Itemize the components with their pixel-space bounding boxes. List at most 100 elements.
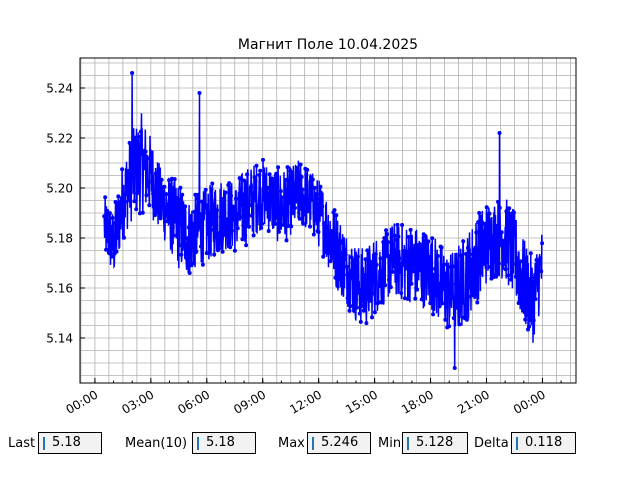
data-point (377, 281, 382, 286)
data-point (528, 251, 533, 256)
data-point (228, 245, 233, 250)
data-point (330, 255, 335, 260)
data-point (444, 304, 449, 309)
data-point (374, 262, 379, 267)
data-point (451, 316, 456, 321)
data-point (164, 192, 169, 197)
data-point (385, 232, 390, 237)
data-point (206, 224, 211, 229)
data-point (404, 250, 409, 255)
data-point (293, 185, 298, 190)
data-point (162, 184, 167, 189)
data-point (253, 179, 258, 183)
data-point (511, 261, 515, 266)
data-point (108, 239, 113, 244)
data-point (203, 187, 208, 192)
data-point (488, 264, 493, 269)
data-point (175, 216, 180, 221)
data-point (115, 201, 120, 206)
data-point (183, 204, 188, 209)
data-point (252, 175, 257, 180)
magnetic-field-chart: Магнит Поле 10.04.2025 5.145.165.185.205… (46, 37, 577, 417)
data-point (173, 204, 178, 209)
data-point (280, 209, 285, 214)
data-point (422, 239, 427, 244)
data-point (530, 299, 535, 303)
data-point (431, 312, 436, 317)
data-point (110, 216, 115, 220)
data-point (534, 258, 539, 262)
data-point (217, 230, 222, 235)
data-point (264, 207, 269, 212)
data-point (490, 234, 495, 239)
text-cursor (197, 437, 199, 450)
text-cursor (312, 437, 314, 450)
data-point (262, 197, 266, 202)
data-point (409, 281, 414, 286)
text-cursor (407, 437, 409, 450)
data-point (396, 234, 401, 239)
data-point (172, 177, 177, 182)
y-axis: 5.14 5.16 5.18 5.20 5.22 5.24 (46, 82, 85, 346)
data-point (401, 259, 406, 264)
x-tick-label: 21:00 (455, 387, 492, 416)
data-point (424, 263, 429, 268)
data-point (448, 295, 452, 300)
data-point (166, 202, 171, 207)
x-tick-label: 12:00 (287, 387, 324, 416)
data-point (412, 255, 417, 259)
data-point (464, 251, 468, 256)
data-point (129, 163, 134, 167)
data-point (271, 178, 276, 183)
data-point (365, 248, 370, 253)
data-point (355, 254, 360, 259)
data-point (140, 210, 145, 215)
data-point (138, 129, 143, 134)
data-point (531, 318, 536, 323)
x-tick-label: 15:00 (343, 387, 380, 416)
data-point (476, 220, 481, 225)
data-point (389, 241, 394, 246)
data-point (308, 224, 312, 229)
data-point (497, 205, 502, 210)
data-point (213, 223, 218, 228)
data-point (360, 293, 365, 298)
data-point (161, 189, 166, 194)
data-point (309, 183, 314, 188)
data-point (538, 256, 543, 261)
data-point (346, 271, 351, 276)
mean-value: 5.18 (206, 435, 235, 450)
data-point (456, 306, 461, 311)
data-point (380, 299, 385, 304)
data-point (514, 256, 519, 261)
data-point (509, 277, 514, 282)
data-point (443, 317, 448, 322)
data-point (468, 284, 473, 289)
data-point (111, 220, 116, 225)
data-point (218, 214, 223, 219)
data-point (511, 210, 516, 215)
text-cursor (516, 437, 518, 450)
data-point (524, 312, 529, 317)
data-point (482, 221, 487, 226)
data-point (345, 296, 350, 301)
data-point (435, 254, 440, 258)
data-point (304, 172, 309, 177)
data-point (295, 191, 300, 196)
data-point (239, 176, 244, 181)
x-tick-label: 18:00 (399, 387, 436, 416)
data-point (259, 225, 264, 230)
data-point (347, 308, 352, 313)
data-point (416, 259, 421, 264)
data-point (359, 304, 364, 308)
data-point (506, 273, 511, 278)
data-point (378, 256, 383, 261)
data-point (467, 252, 472, 257)
last-value: 5.18 (52, 435, 81, 450)
data-point (107, 211, 112, 216)
data-point (497, 131, 502, 135)
data-point (533, 297, 538, 302)
data-point (135, 191, 140, 196)
data-point (158, 216, 163, 221)
data-point (400, 223, 405, 227)
